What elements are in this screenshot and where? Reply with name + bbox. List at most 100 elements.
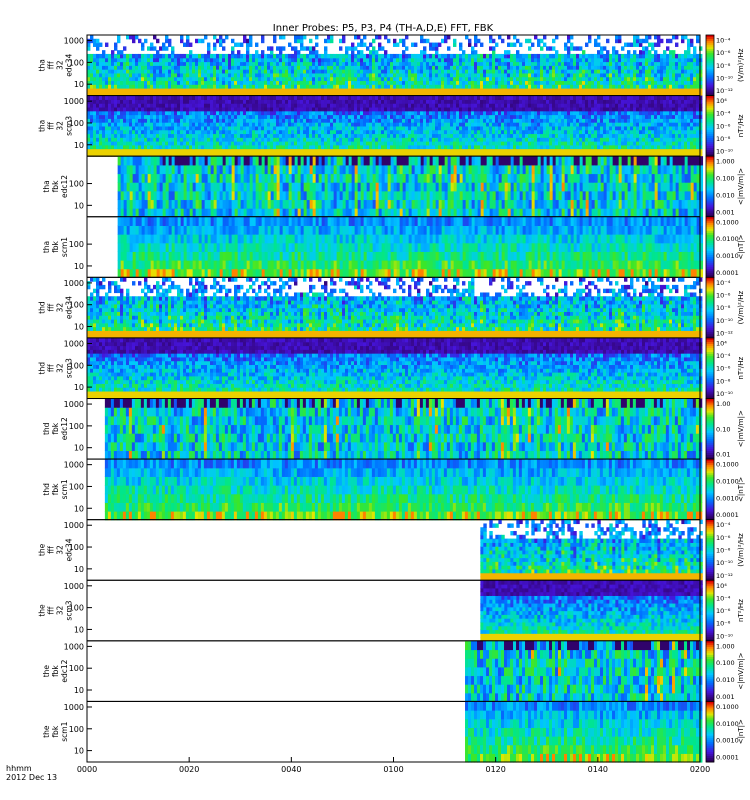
- spectrogram-cell: [102, 114, 106, 119]
- spectrogram-cell: [384, 35, 388, 40]
- spectrogram-cell: [231, 125, 235, 131]
- spectrogram-cell: [309, 118, 313, 123]
- spectrogram-cell: [294, 69, 298, 74]
- spectrogram-cell: [117, 148, 121, 153]
- spectrogram-cell: [612, 72, 616, 78]
- spectrogram-cell: [489, 137, 493, 142]
- spectrogram-cell: [681, 72, 685, 78]
- spectrogram-cell: [357, 103, 361, 108]
- spectrogram-cell: [315, 53, 319, 59]
- spectrogram-cell: [672, 84, 676, 89]
- spectrogram-cell: [546, 88, 550, 93]
- spectrogram-cell: [378, 141, 382, 146]
- spectrogram-cell: [114, 114, 118, 119]
- spectrogram-cell: [261, 114, 265, 119]
- spectrogram-cell: [153, 122, 157, 127]
- spectrogram-cell: [690, 38, 694, 44]
- spectrogram-cell: [141, 137, 145, 142]
- spectrogram-cell: [234, 152, 238, 157]
- spectrogram-cell: [687, 84, 691, 89]
- spectrogram-cell: [348, 57, 352, 63]
- spectrogram-cell: [231, 46, 235, 51]
- spectrogram-cell: [366, 46, 370, 51]
- spectrogram-cell: [294, 35, 298, 40]
- spectrogram-cell: [510, 114, 514, 119]
- spectrogram-cell: [336, 95, 340, 100]
- spectrogram-cell: [96, 80, 100, 85]
- spectrogram-cell: [603, 53, 607, 59]
- spectrogram-cell: [390, 76, 394, 82]
- spectrogram-cell: [177, 129, 181, 135]
- spectrogram-cell: [276, 76, 280, 82]
- spectrogram-cell: [126, 57, 130, 63]
- spectrogram-cell: [303, 148, 307, 153]
- spectrogram-cell: [189, 95, 193, 100]
- spectrogram-cell: [441, 125, 445, 131]
- spectrogram-cell: [375, 72, 379, 78]
- spectrogram-cell: [90, 65, 94, 70]
- spectrogram-cell: [333, 91, 337, 97]
- spectrogram-cell: [114, 103, 118, 108]
- spectrogram-cell: [459, 129, 463, 135]
- spectrogram-cell: [123, 95, 127, 100]
- spectrogram-cell: [189, 91, 193, 97]
- spectrogram-cell: [210, 72, 214, 78]
- spectrogram-cell: [519, 110, 523, 116]
- spectrogram-cell: [168, 42, 172, 47]
- spectrogram-cell: [246, 65, 250, 70]
- spectrogram-cell: [165, 118, 169, 123]
- spectrogram-cell: [471, 148, 475, 153]
- spectrogram-cell: [99, 106, 103, 112]
- spectrogram-cell: [153, 61, 157, 66]
- spectrogram-cell: [180, 88, 184, 93]
- spectrogram-cell: [390, 95, 394, 100]
- spectrogram-cell: [354, 53, 358, 59]
- spectrogram-cell: [462, 152, 466, 157]
- spectrogram-cell: [162, 76, 166, 82]
- spectrogram-cell: [147, 114, 151, 119]
- spectrogram-cell: [534, 53, 538, 59]
- spectrogram-cell: [240, 57, 244, 63]
- spectrogram-cell: [114, 148, 118, 153]
- spectrogram-cell: [255, 148, 259, 153]
- spectrogram-cell: [420, 114, 424, 119]
- spectrogram-cell: [450, 103, 454, 108]
- spectrogram-cell: [414, 152, 418, 157]
- spectrogram-cell: [435, 76, 439, 82]
- spectrogram-cell: [693, 88, 697, 93]
- spectrogram-cell: [492, 57, 496, 63]
- spectrogram-cell: [630, 42, 634, 47]
- spectrogram-cell: [429, 106, 433, 112]
- spectrogram-cell: [237, 88, 241, 93]
- spectrogram-cell: [303, 91, 307, 97]
- spectrogram-cell: [270, 76, 274, 82]
- spectrogram-cell: [402, 122, 406, 127]
- spectrogram-cell: [258, 53, 262, 59]
- spectrogram-cell: [363, 148, 367, 153]
- spectrogram-cell: [267, 148, 271, 153]
- spectrogram-cell: [312, 88, 316, 93]
- spectrogram-cell: [216, 106, 220, 112]
- spectrogram-cell: [276, 133, 280, 138]
- spectrogram-cell: [162, 61, 166, 66]
- colorbar-segment: [706, 43, 714, 46]
- spectrogram-cell: [132, 137, 136, 142]
- spectrogram-cell: [201, 125, 205, 131]
- spectrogram-cell: [594, 57, 598, 63]
- spectrogram-cell: [336, 141, 340, 146]
- spectrogram-cell: [678, 65, 682, 70]
- spectrogram-cell: [240, 106, 244, 112]
- spectrogram-cell: [291, 103, 295, 108]
- spectrogram-cell: [213, 144, 217, 150]
- spectrogram-cell: [510, 122, 514, 127]
- spectrogram-cell: [480, 91, 484, 97]
- spectrogram-cell: [360, 84, 364, 89]
- spectrogram-cell: [603, 65, 607, 70]
- spectrogram-cell: [339, 106, 343, 112]
- spectrogram-cell: [534, 35, 538, 40]
- spectrogram-cell: [129, 76, 133, 82]
- spectrogram-cell: [228, 118, 232, 123]
- spectrogram-cell: [438, 88, 442, 93]
- spectrogram-cell: [258, 141, 262, 146]
- spectrogram-cell: [402, 118, 406, 123]
